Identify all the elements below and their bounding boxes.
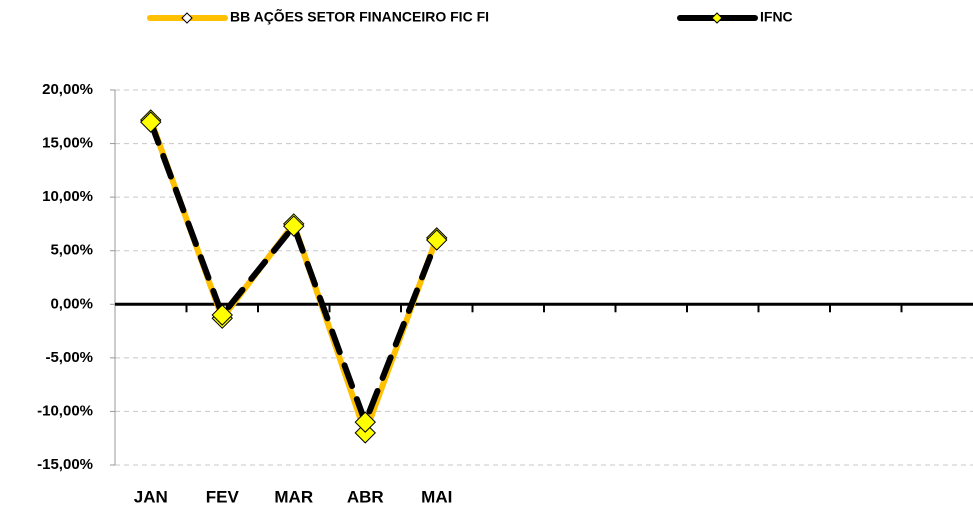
y-tick-label: -5,00% (45, 349, 93, 366)
marker (140, 111, 162, 133)
legend-label: IFNC (760, 9, 793, 25)
marker (354, 411, 376, 433)
y-tick-label: 5,00% (50, 242, 93, 259)
legend-marker (181, 12, 193, 24)
x-tick-label: ABR (347, 487, 384, 506)
y-tick-label: 20,00% (42, 81, 93, 98)
marker (426, 229, 448, 251)
x-tick-label: JAN (134, 487, 168, 506)
y-tick-label: 0,00% (50, 295, 93, 312)
y-tick-label: -15,00% (37, 456, 93, 473)
x-tick-label: FEV (206, 487, 240, 506)
y-tick-label: 10,00% (42, 188, 93, 205)
y-tick-label: 15,00% (42, 135, 93, 152)
marker (354, 422, 376, 444)
y-tick-label: -10,00% (37, 402, 93, 419)
legend-label: BB AÇÕES SETOR FINANCEIRO FIC FI (230, 8, 489, 25)
x-tick-label: MAI (421, 487, 452, 506)
marker (211, 304, 233, 326)
x-tick-label: MAR (274, 487, 313, 506)
series-line (147, 117, 440, 436)
series-line (147, 119, 440, 426)
legend-marker (711, 12, 723, 24)
marker (283, 215, 305, 237)
